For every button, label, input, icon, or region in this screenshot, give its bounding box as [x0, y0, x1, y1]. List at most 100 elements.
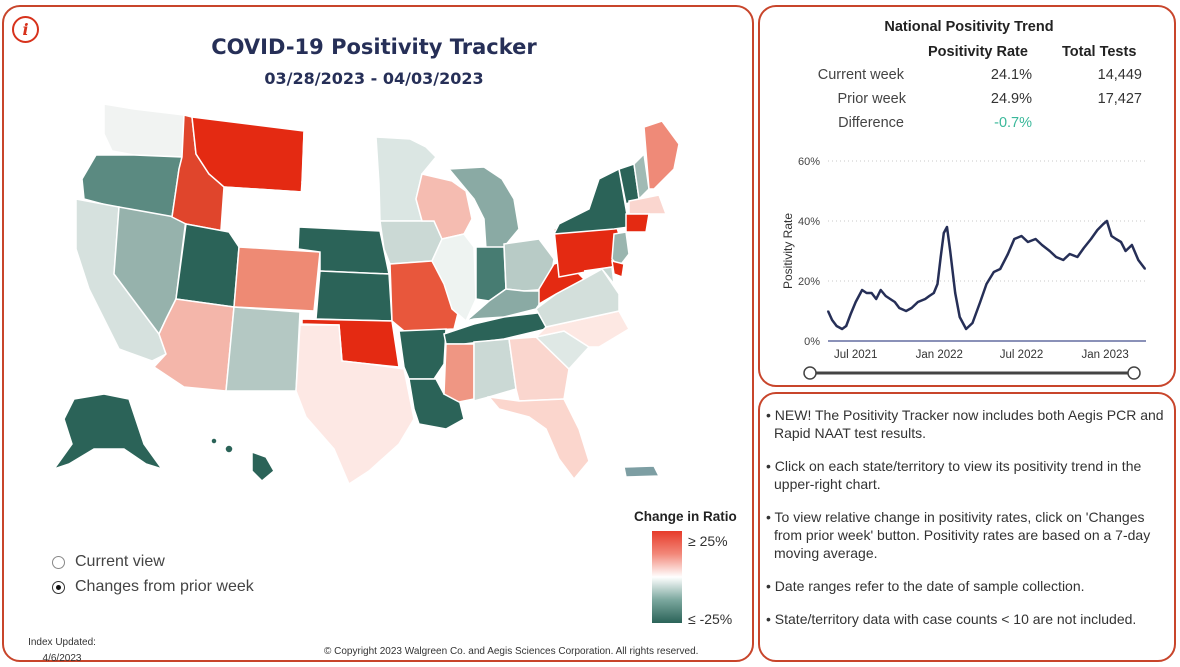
state-la[interactable] — [408, 378, 465, 430]
series-point — [1013, 238, 1016, 240]
series-point — [884, 295, 887, 297]
series-point — [865, 292, 868, 294]
state-sd[interactable] — [298, 181, 381, 232]
legend-high-label: ≥ 25% — [688, 533, 728, 549]
state-ut[interactable] — [175, 223, 240, 308]
prior-rate: 24.9% — [990, 91, 1032, 107]
note-item: • Date ranges refer to the date of sampl… — [766, 578, 1085, 594]
series-point — [1068, 253, 1071, 255]
series-point — [979, 301, 981, 303]
national-trend-chart[interactable]: 0% 20% 40% 60% Jul 2021 Jan 2022 Jul 2022 Jan 2… — [776, 147, 1168, 382]
us-state-map[interactable] — [34, 99, 724, 499]
series-point — [1131, 244, 1133, 246]
series-point — [1041, 244, 1043, 246]
y-tick-label: 0% — [804, 336, 820, 348]
index-updated: Index Updated: 4/6/2023 — [22, 635, 102, 667]
series-point — [1137, 259, 1140, 261]
series-point — [943, 232, 945, 234]
state-ks[interactable] — [315, 270, 393, 322]
state-hi-islands-1[interactable] — [224, 444, 234, 454]
col-header-rate: Positivity Rate — [928, 44, 1028, 60]
state-tx[interactable] — [295, 324, 415, 486]
series-point — [1144, 268, 1146, 270]
series-point — [835, 325, 838, 327]
state-nm[interactable] — [225, 306, 301, 392]
series-line — [826, 219, 1147, 331]
state-co[interactable] — [233, 246, 321, 312]
state-fl[interactable] — [487, 396, 590, 481]
x-tick-label: Jul 2021 — [834, 349, 877, 361]
series-point — [1124, 250, 1127, 252]
current-tests: 14,449 — [1097, 67, 1142, 83]
series-point — [917, 301, 919, 303]
state-ct[interactable] — [625, 213, 650, 233]
legend-color-scale — [652, 531, 682, 623]
series-point — [1076, 256, 1079, 258]
state-hi-islands-2[interactable] — [210, 437, 218, 445]
series-point — [993, 271, 995, 273]
state-pr[interactable] — [623, 465, 661, 478]
series-point — [958, 316, 961, 318]
series-point — [905, 310, 907, 312]
state-de[interactable] — [611, 259, 625, 279]
legend-low-label: ≤ -25% — [688, 611, 733, 627]
state-ma[interactable] — [628, 194, 668, 215]
state-ak[interactable] — [52, 393, 164, 471]
state-mi[interactable] — [447, 166, 520, 250]
state-ny[interactable] — [552, 167, 630, 235]
series-point — [971, 322, 974, 324]
series-point — [949, 250, 952, 252]
radio-circle-selected[interactable] — [52, 580, 65, 594]
national-trend-panel: National Positivity Trend Positivity Rat… — [758, 5, 1176, 387]
x-tick-label: Jul 2022 — [1000, 349, 1043, 361]
state-ia[interactable] — [379, 220, 443, 265]
series-point — [870, 292, 873, 294]
state-nd[interactable] — [301, 132, 380, 185]
series-point — [827, 310, 829, 312]
series-point — [1007, 253, 1009, 255]
range-slider-handle-start[interactable] — [803, 366, 817, 380]
series-point — [1115, 238, 1117, 240]
series-point — [1096, 229, 1099, 231]
notes-list: • NEW! The Positivity Tracker now includ… — [766, 406, 1168, 643]
note-item: • Click on each state/territory to view … — [766, 458, 1142, 492]
state-hi[interactable] — [251, 450, 275, 483]
series-point — [849, 313, 852, 315]
radio-changes-from-prior-week[interactable]: Changes from prior week — [52, 578, 254, 596]
state-wa[interactable] — [103, 103, 185, 158]
prior-tests: 17,427 — [1097, 91, 1142, 107]
series-point — [1020, 235, 1023, 237]
info-icon[interactable]: i — [12, 16, 39, 43]
y-tick-label: 20% — [798, 276, 820, 288]
state-al[interactable] — [473, 338, 517, 402]
state-ar[interactable] — [398, 328, 447, 380]
series-point — [898, 307, 901, 309]
state-md[interactable] — [583, 266, 616, 287]
series-point — [1106, 220, 1108, 222]
series-point — [1090, 238, 1092, 240]
row-label-difference: Difference — [838, 115, 904, 131]
row-label-prior: Prior week — [837, 91, 907, 107]
state-nc[interactable] — [533, 310, 631, 348]
current-rate: 24.1% — [990, 67, 1032, 83]
series-point — [1055, 256, 1057, 258]
series-point — [893, 301, 896, 303]
y-axis-label: Positivity Rate — [781, 213, 795, 289]
series-point — [831, 319, 833, 321]
series-point — [875, 298, 877, 300]
state-me[interactable] — [643, 120, 680, 190]
range-slider-handle-end[interactable] — [1127, 366, 1141, 380]
series-point — [928, 295, 931, 297]
state-ms[interactable] — [443, 343, 475, 403]
series-point — [1082, 247, 1085, 249]
series-point — [985, 283, 988, 285]
series-point — [936, 283, 939, 285]
radio-current-view[interactable]: Current view — [52, 553, 165, 571]
state-nj[interactable] — [611, 231, 630, 269]
radio-circle[interactable] — [52, 555, 65, 569]
col-header-tests: Total Tests — [1062, 44, 1137, 60]
legend-title: Change in Ratio — [634, 509, 737, 524]
series-point — [910, 307, 913, 309]
page-title: COVID-19 Positivity Tracker — [211, 35, 537, 59]
x-tick-label: Jan 2022 — [916, 349, 963, 361]
